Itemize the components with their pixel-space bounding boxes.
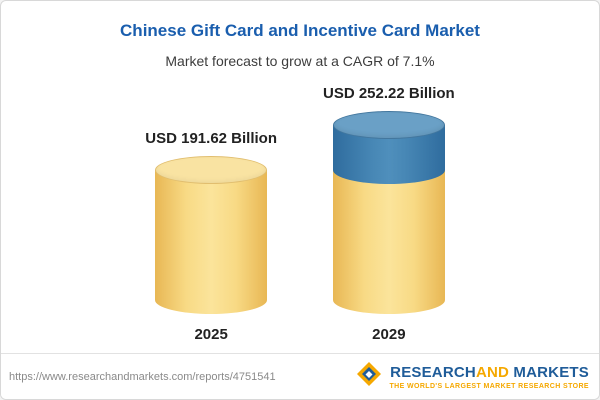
research-and-markets-logo: RESEARCHAND MARKETS THE WORLD'S LARGEST … xyxy=(356,361,589,392)
footer: https://www.researchandmarkets.com/repor… xyxy=(1,353,599,399)
chart-header: Chinese Gift Card and Incentive Card Mar… xyxy=(1,1,599,69)
value-label-2029: USD 252.22 Billion xyxy=(323,84,455,102)
cylinder-2025 xyxy=(155,156,268,314)
chart-subtitle: Market forecast to grow at a CAGR of 7.1… xyxy=(165,53,435,69)
cylinder-body-2029 xyxy=(332,170,445,314)
logo-tagline: THE WORLD'S LARGEST MARKET RESEARCH STOR… xyxy=(389,382,589,390)
category-label-2029: 2029 xyxy=(372,326,406,343)
cylinder-body-2025 xyxy=(155,170,268,314)
cylinder-top-2029 xyxy=(332,110,445,139)
logo-mark-icon xyxy=(356,361,382,392)
logo-word-research: RESEARCH xyxy=(390,363,476,381)
value-label-2025: USD 191.62 Billion xyxy=(145,130,277,148)
bar-group-2025: USD 191.62 Billion 2025 xyxy=(145,130,277,343)
logo-wordmark: RESEARCHAND MARKETS xyxy=(390,364,589,381)
chart-title: Chinese Gift Card and Incentive Card Mar… xyxy=(120,21,480,40)
cylinder-2029 xyxy=(332,110,445,314)
logo-word-and: AND xyxy=(475,363,510,381)
bar-group-2029: USD 252.22 Billion 2029 xyxy=(323,85,455,343)
logo-text: RESEARCHAND MARKETS THE WORLD'S LARGEST … xyxy=(389,364,589,390)
report-url: https://www.researchandmarkets.com/repor… xyxy=(9,370,276,383)
bar-chart: USD 191.62 Billion 2025 USD 252.22 Billi… xyxy=(1,85,599,343)
category-label-2025: 2025 xyxy=(194,326,228,343)
logo-word-markets: MARKETS xyxy=(513,363,589,381)
cylinder-top-2025 xyxy=(155,156,268,185)
